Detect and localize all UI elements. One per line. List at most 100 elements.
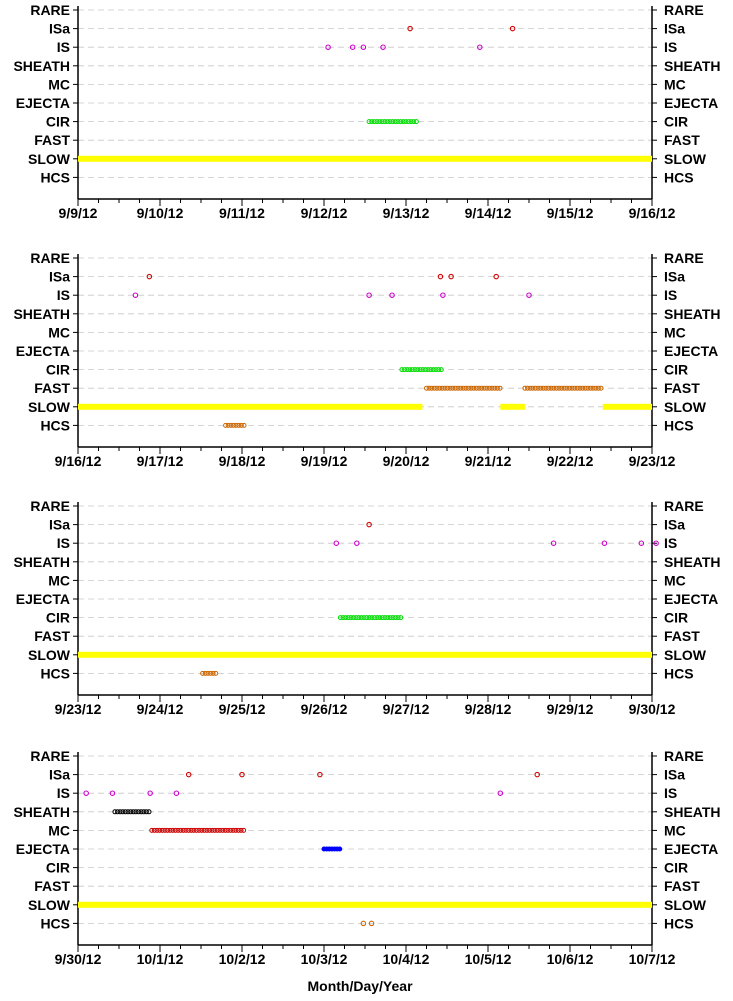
y-label-right-rare: RARE <box>664 748 704 764</box>
interval-marker-fast <box>590 385 596 391</box>
chart-panel-2: RARE RARE ISa ISa IS IS SHEATH SHEATH MC MC EJECTA… <box>13 250 720 469</box>
y-label-right-hcs: HCS <box>664 169 694 185</box>
interval-marker-fast <box>543 385 549 391</box>
interval-marker-cir <box>402 367 408 373</box>
interval-marker-cir <box>366 119 372 125</box>
point-hcs <box>360 920 367 927</box>
interval-marker-cir <box>395 119 401 125</box>
interval-marker-fast <box>572 385 578 391</box>
interval-marker-fast <box>463 385 469 391</box>
y-label-right-slow: SLOW <box>664 647 707 663</box>
interval-marker-cir <box>387 119 393 125</box>
y-label-right-sheath: SHEATH <box>664 306 721 322</box>
interval-marker-mc <box>188 827 194 833</box>
interval-marker-fast <box>439 385 445 391</box>
interval-marker-fast <box>553 385 559 391</box>
interval-marker-cir <box>379 615 385 621</box>
point-isa <box>534 771 540 778</box>
interval-marker-cir <box>366 615 372 621</box>
y-label-right-isa: ISa <box>664 269 685 285</box>
interval-marker-cir <box>407 367 413 373</box>
y-label-right-hcs: HCS <box>664 665 694 681</box>
y-label-right-ejecta: EJECTA <box>664 841 718 857</box>
point-is <box>325 44 331 50</box>
y-label-left-rare: RARE <box>30 250 70 266</box>
interval-marker-fast <box>538 385 544 391</box>
interval-slow <box>500 403 525 410</box>
y-label-left-sheath: SHEATH <box>13 554 70 570</box>
point-is <box>497 790 504 796</box>
y-label-right-hcs: HCS <box>664 417 694 433</box>
interval-marker-fast <box>471 385 477 391</box>
interval-marker-sheath <box>128 809 134 815</box>
interval-marker-fast <box>569 385 575 391</box>
interval-marker-sheath <box>117 809 123 815</box>
interval-marker-fast <box>442 385 448 391</box>
y-label-right-ejecta: EJECTA <box>664 343 718 359</box>
interval-marker-fast <box>431 385 437 391</box>
interval-slow <box>602 403 652 410</box>
point-is <box>109 790 116 796</box>
interval-marker-fast <box>525 385 531 391</box>
point-is <box>349 44 356 50</box>
point-isa <box>366 521 372 528</box>
y-label-left-ejecta: EJECTA <box>16 95 70 111</box>
interval-marker-fast <box>564 385 570 391</box>
x-tick-label: 9/14/12 <box>465 205 512 221</box>
interval-marker-cir <box>382 615 388 621</box>
y-label-left-ejecta: EJECTA <box>16 591 70 607</box>
x-tick-label: 9/19/12 <box>301 453 348 469</box>
interval-marker-cir <box>411 119 417 125</box>
point-is <box>389 292 395 298</box>
x-tick-label: 9/29/12 <box>547 701 594 717</box>
interval-marker-fast <box>484 385 490 391</box>
interval-marker-cir <box>369 119 375 125</box>
interval-marker-ejecta <box>337 846 343 852</box>
x-tick-label: 9/30/12 <box>629 701 676 717</box>
interval-marker-mc <box>217 827 223 833</box>
interval-marker-fast <box>473 385 479 391</box>
point-is <box>354 540 360 546</box>
interval-marker-cir <box>340 615 346 621</box>
interval-marker-hcs <box>228 422 234 428</box>
y-label-right-is: IS <box>664 39 677 55</box>
point-is <box>147 790 153 796</box>
interval-marker-sheath <box>143 809 149 815</box>
x-tick-label: 9/16/12 <box>629 205 676 221</box>
point-is <box>653 540 659 546</box>
interval-marker-fast <box>546 385 552 391</box>
y-label-left-is: IS <box>57 39 70 55</box>
interval-marker-cir <box>398 615 404 621</box>
y-label-left-hcs: HCS <box>40 417 70 433</box>
interval-marker-cir <box>400 119 406 125</box>
y-label-right-fast: FAST <box>664 628 700 644</box>
interval-marker-sheath <box>122 809 128 815</box>
interval-marker-cir <box>438 367 444 373</box>
interval-marker-cir <box>337 615 343 621</box>
x-tick-label: 10/3/12 <box>301 951 348 967</box>
y-label-right-hcs: HCS <box>664 915 694 931</box>
x-tick-label: 10/5/12 <box>465 951 512 967</box>
y-label-left-isa: ISa <box>49 767 70 783</box>
y-label-right-rare: RARE <box>664 2 704 18</box>
interval-marker-fast <box>530 385 536 391</box>
interval-marker-cir <box>404 367 410 373</box>
y-label-left-fast: FAST <box>34 132 70 148</box>
interval-marker-cir <box>398 119 404 125</box>
point-isa <box>437 273 444 280</box>
interval-marker-fast <box>444 385 450 391</box>
point-isa <box>493 273 499 280</box>
y-label-right-slow: SLOW <box>664 897 707 913</box>
interval-marker-mc <box>183 827 189 833</box>
x-tick-label: 9/9/12 <box>59 205 98 221</box>
interval-marker-fast <box>540 385 546 391</box>
interval-marker-fast <box>561 385 567 391</box>
interval-marker-sheath <box>120 809 126 815</box>
interval-marker-fast <box>465 385 471 391</box>
y-label-left-isa: ISa <box>49 517 70 533</box>
point-is <box>440 292 446 298</box>
y-label-left-is: IS <box>57 535 70 551</box>
interval-marker-cir <box>371 119 377 125</box>
x-tick-label: 9/22/12 <box>547 453 594 469</box>
interval-marker-fast <box>497 385 503 391</box>
